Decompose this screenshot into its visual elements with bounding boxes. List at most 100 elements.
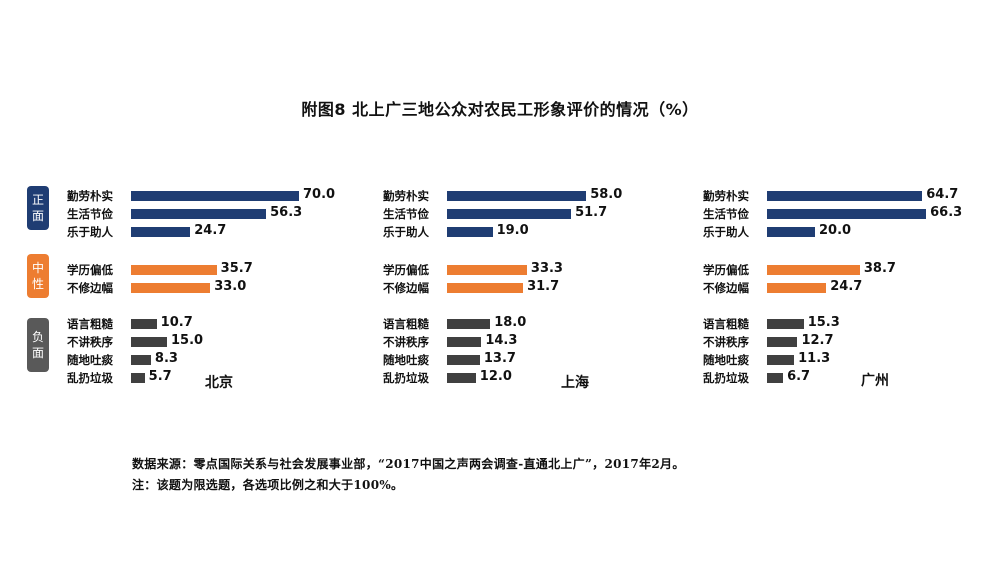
bar-row: 语言粗糙 18.0 [383,315,683,333]
category-label: 随地吐痰 [67,353,113,367]
category-label: 不讲秩序 [383,335,429,349]
value-label: 12.7 [801,333,834,348]
category-label: 勤劳朴实 [383,189,429,203]
category-label: 学历偏低 [383,263,429,277]
bar [767,337,798,347]
category-label: 生活节俭 [703,207,749,221]
tag-positive: 正面 [27,186,49,230]
category-label: 乱扔垃圾 [383,371,429,385]
bar [767,319,804,329]
bar-row: 不修边幅 31.7 [383,279,683,297]
bar [447,191,587,201]
bar-row: 学历偏低 38.7 [703,261,1000,279]
category-label: 学历偏低 [67,263,113,277]
bar [131,191,299,201]
bar [447,337,482,347]
value-label: 14.3 [485,333,518,348]
bar-row: 不修边幅 24.7 [703,279,1000,297]
bar-row: 乐于助人 19.0 [383,223,683,241]
bar [447,209,572,219]
source-note: 数据来源：零点国际关系与社会发展事业部，“2017中国之声两会调查-直通北上广”… [132,457,685,471]
city-label: 广州 [861,373,889,389]
bar [131,265,217,275]
bar [447,319,491,329]
value-label: 58.0 [590,187,623,202]
category-label: 乱扔垃圾 [67,371,113,385]
bar-row: 乐于助人 20.0 [703,223,1000,241]
category-label: 勤劳朴实 [703,189,749,203]
value-label: 56.3 [270,205,303,220]
value-label: 64.7 [926,187,959,202]
value-label: 19.0 [496,223,529,238]
value-label: 18.0 [494,315,527,330]
bar-row: 学历偏低 35.7 [67,261,367,279]
bar [447,355,480,365]
bar-row: 语言粗糙 15.3 [703,315,1000,333]
bar-row: 不讲秩序 12.7 [703,333,1000,351]
bar-row: 语言粗糙 10.7 [67,315,367,333]
bar [447,265,527,275]
bar [767,265,860,275]
bar [131,355,151,365]
bar-row: 学历偏低 33.3 [383,261,683,279]
value-label: 33.3 [530,261,563,276]
city-label: 上海 [561,375,589,391]
bar-row: 乱扔垃圾 5.7 [67,369,367,387]
category-label: 不讲秩序 [67,335,113,349]
bar-row: 随地吐痰 13.7 [383,351,683,369]
bar-row: 不讲秩序 15.0 [67,333,367,351]
category-label: 勤劳朴实 [67,189,113,203]
panel-0: 勤劳朴实 70.0 生活节俭 56.3 乐于助人 24.7 学历偏低 35.7 不修边幅 33.0… [67,180,367,400]
bar [767,209,927,219]
category-label: 随地吐痰 [703,353,749,367]
value-label: 31.7 [527,279,560,294]
category-label: 乐于助人 [383,225,429,239]
category-label: 乐于助人 [703,225,749,239]
bar [767,373,784,383]
bar-row: 生活节俭 56.3 [67,205,367,223]
bar-row: 乱扔垃圾 12.0 [383,369,683,387]
bar-row: 勤劳朴实 58.0 [383,187,683,205]
panel-2: 勤劳朴实 64.7 生活节俭 66.3 乐于助人 20.0 学历偏低 38.7 不修边幅 24.7… [703,180,1000,400]
city-label: 北京 [205,375,233,391]
bar-row: 勤劳朴实 64.7 [703,187,1000,205]
value-label: 66.3 [930,205,963,220]
bar-row: 乐于助人 24.7 [67,223,367,241]
bar [447,227,493,237]
bar [131,227,191,237]
bar [131,337,167,347]
value-label: 5.7 [148,369,172,384]
value-label: 24.7 [830,279,863,294]
value-label: 8.3 [154,351,178,366]
value-label: 51.7 [575,205,608,220]
panel-1: 勤劳朴实 58.0 生活节俭 51.7 乐于助人 19.0 学历偏低 33.3 不修边幅 31.7… [383,180,683,400]
value-label: 38.7 [863,261,896,276]
value-label: 15.3 [807,315,840,330]
category-label: 随地吐痰 [383,353,429,367]
category-label: 不修边幅 [383,281,429,295]
footnote: 注：该题为限选题，各选项比例之和大于100%。 [132,478,404,492]
bar [131,319,157,329]
category-label: 乐于助人 [67,225,113,239]
bar [447,283,524,293]
value-label: 24.7 [194,223,227,238]
tag-neutral: 中性 [27,254,49,298]
category-label: 不修边幅 [703,281,749,295]
value-label: 15.0 [171,333,204,348]
bar [767,283,827,293]
value-label: 11.3 [798,351,831,366]
bar-row: 随地吐痰 8.3 [67,351,367,369]
category-label: 生活节俭 [383,207,429,221]
bar [131,373,145,383]
category-label: 语言粗糙 [383,317,429,331]
tag-negative: 负面 [27,318,49,372]
bar-row: 不讲秩序 14.3 [383,333,683,351]
category-label: 不讲秩序 [703,335,749,349]
bar [767,191,923,201]
value-label: 10.7 [160,315,193,330]
bar-row: 随地吐痰 11.3 [703,351,1000,369]
bar [447,373,476,383]
category-label: 语言粗糙 [67,317,113,331]
category-label: 学历偏低 [703,263,749,277]
category-label: 语言粗糙 [703,317,749,331]
